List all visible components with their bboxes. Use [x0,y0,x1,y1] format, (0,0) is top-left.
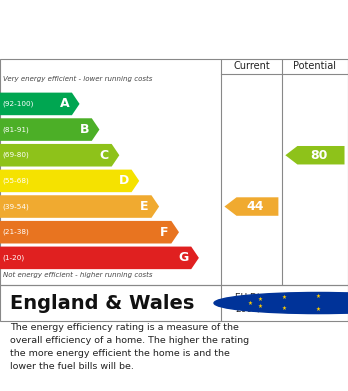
Text: F: F [160,226,168,239]
Text: Current: Current [233,61,270,72]
Text: 44: 44 [246,200,264,213]
Polygon shape [0,195,159,218]
Text: 80: 80 [310,149,327,162]
Text: (92-100): (92-100) [3,100,34,107]
Text: ★: ★ [248,301,253,305]
Polygon shape [224,197,278,216]
Text: (1-20): (1-20) [3,255,25,261]
Text: D: D [119,174,129,187]
Polygon shape [0,144,119,167]
Polygon shape [285,146,345,165]
Text: B: B [79,123,89,136]
Text: (69-80): (69-80) [3,152,30,158]
Text: ★: ★ [257,304,262,309]
Text: (81-91): (81-91) [3,126,30,133]
Text: Very energy efficient - lower running costs: Very energy efficient - lower running co… [3,76,152,82]
Text: ★: ★ [282,294,287,300]
Text: ★: ★ [282,307,287,312]
Text: EU Directive: EU Directive [235,293,291,302]
Text: Not energy efficient - higher running costs: Not energy efficient - higher running co… [3,272,152,278]
Circle shape [214,292,348,314]
Polygon shape [0,93,80,115]
Polygon shape [0,221,179,244]
Polygon shape [0,170,139,192]
Text: Energy Efficiency Rating: Energy Efficiency Rating [9,34,219,48]
Text: C: C [100,149,109,162]
Text: (21-38): (21-38) [3,229,30,235]
Text: The energy efficiency rating is a measure of the
overall efficiency of a home. T: The energy efficiency rating is a measur… [10,323,250,371]
Text: E: E [140,200,149,213]
Text: ★: ★ [316,294,321,299]
Text: Potential: Potential [293,61,337,72]
Text: G: G [178,251,189,264]
Text: (55-68): (55-68) [3,178,30,184]
Text: ★: ★ [257,297,262,302]
Text: (39-54): (39-54) [3,203,30,210]
Polygon shape [0,247,199,269]
Text: A: A [60,97,69,110]
Text: 2002/91/EC: 2002/91/EC [235,305,287,314]
Text: England & Wales: England & Wales [10,294,195,312]
Polygon shape [0,118,100,141]
Text: ★: ★ [316,307,321,312]
